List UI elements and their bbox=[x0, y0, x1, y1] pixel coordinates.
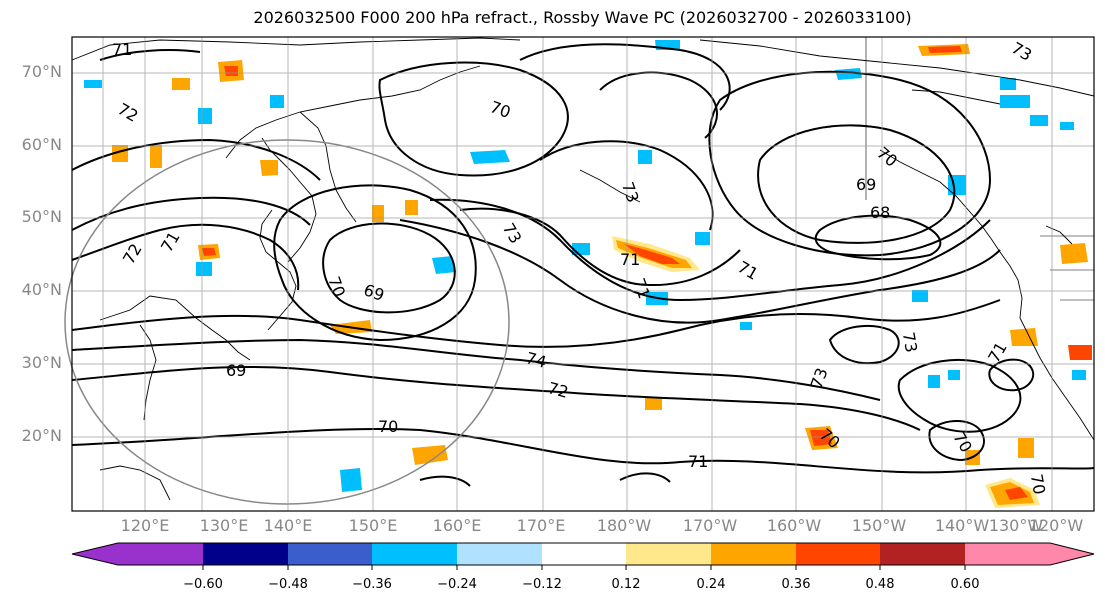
colorbar-segment bbox=[626, 543, 711, 565]
lon-label: 150°W bbox=[851, 516, 907, 535]
lon-label: 170°W bbox=[682, 516, 738, 535]
lon-label: 180°W bbox=[596, 516, 652, 535]
colorbar-segment bbox=[880, 543, 965, 565]
colorbar-segment bbox=[542, 543, 626, 565]
contour-label: 70 bbox=[378, 417, 398, 436]
lat-label: 50°N bbox=[21, 207, 62, 226]
colorbar-outline bbox=[71, 542, 1095, 566]
negative-shading bbox=[84, 40, 1086, 492]
contour-label: 72 bbox=[546, 378, 571, 402]
gridlines bbox=[72, 37, 1094, 511]
lat-label: 70°N bbox=[21, 62, 62, 81]
colorbar-max-arrow bbox=[1050, 543, 1094, 565]
colorbar-tick-label: 0.36 bbox=[781, 577, 811, 592]
colorbar-tick-label: −0.48 bbox=[268, 577, 308, 592]
colorbar-segment bbox=[118, 543, 203, 565]
lon-label: 120°E bbox=[120, 516, 170, 535]
colorbar-tick-label: 0.24 bbox=[696, 577, 726, 592]
lon-label: 160°W bbox=[766, 516, 822, 535]
plot-area bbox=[72, 37, 1094, 511]
contour-label: 71 bbox=[620, 250, 640, 269]
lon-label: 140°W bbox=[934, 516, 990, 535]
lon-label: 130°E bbox=[199, 516, 249, 535]
colorbar-segment bbox=[457, 543, 542, 565]
colorbar-segment bbox=[203, 543, 288, 565]
colorbar-tick-label: 0.48 bbox=[865, 577, 895, 592]
lat-label: 30°N bbox=[21, 353, 62, 372]
colorbar-tick-label: −0.36 bbox=[352, 577, 392, 592]
lon-label: 130°W bbox=[988, 516, 1044, 535]
lon-label: 150°E bbox=[348, 516, 398, 535]
colorbar bbox=[71, 542, 1095, 570]
lon-label: 170°E bbox=[516, 516, 566, 535]
colorbar-segment bbox=[965, 543, 1050, 565]
colorbar-min-arrow bbox=[72, 543, 118, 565]
colorbar-segment bbox=[372, 543, 457, 565]
colorbar-tick-label: −0.12 bbox=[522, 577, 562, 592]
colorbar-segment bbox=[288, 543, 372, 565]
contour-label: 74 bbox=[524, 348, 549, 372]
region-circle bbox=[64, 139, 510, 505]
colorbar-segment bbox=[711, 543, 796, 565]
lat-label: 40°N bbox=[21, 280, 62, 299]
positive-shading bbox=[112, 44, 1092, 508]
contour-label: 70 bbox=[1027, 473, 1049, 496]
lat-label: 60°N bbox=[21, 135, 62, 154]
contour-label: 68 bbox=[870, 203, 890, 222]
colorbar-tick-label: −0.24 bbox=[437, 577, 477, 592]
contour-label: 69 bbox=[856, 175, 876, 194]
contour-label: 71 bbox=[688, 452, 708, 471]
coastlines bbox=[71, 37, 1095, 501]
colorbar-segment bbox=[796, 543, 880, 565]
contour-label: 71 bbox=[112, 40, 132, 59]
lon-label: 140°E bbox=[263, 516, 313, 535]
contour-label: 69 bbox=[226, 361, 246, 380]
map-title: 2026032500 F000 200 hPa refract., Rossby… bbox=[253, 8, 912, 27]
lon-label: 160°E bbox=[432, 516, 482, 535]
lat-label: 20°N bbox=[21, 426, 62, 445]
plot-frame bbox=[71, 36, 1095, 512]
colorbar-tick-label: −0.60 bbox=[183, 577, 223, 592]
colorbar-tick-label: 0.12 bbox=[611, 577, 641, 592]
lon-label: 120°W bbox=[1028, 516, 1084, 535]
contour-label: 73 bbox=[899, 331, 921, 354]
colorbar-tick-label: 0.60 bbox=[950, 577, 980, 592]
